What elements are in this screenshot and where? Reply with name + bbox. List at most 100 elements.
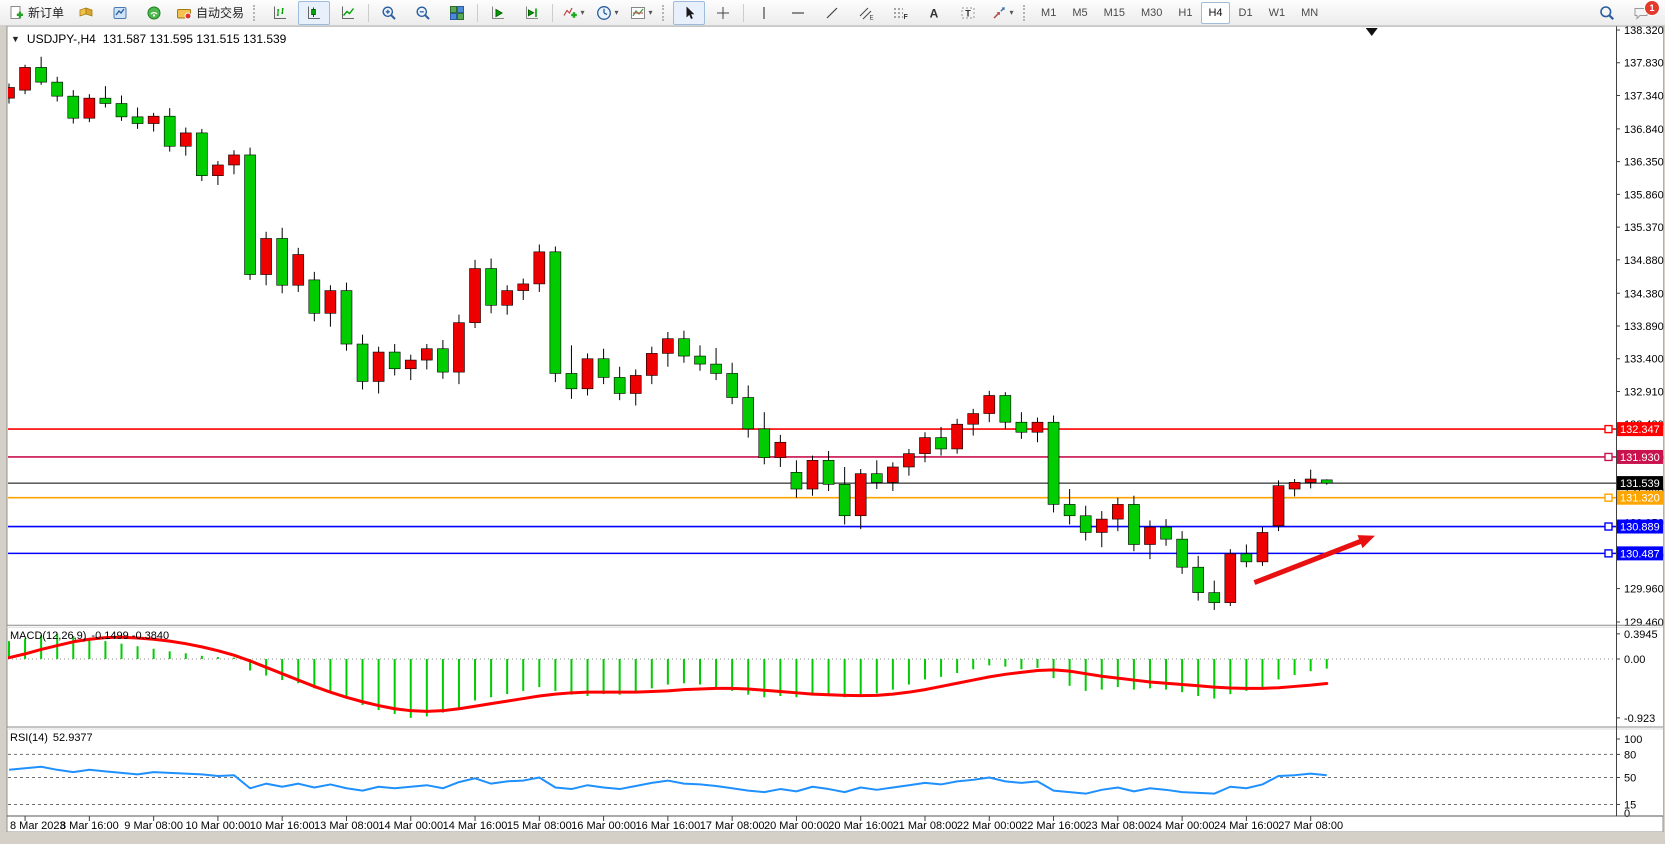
timeframe-h4-button[interactable]: H4 bbox=[1201, 1, 1230, 24]
chart-menu-caret-icon[interactable]: ▼ bbox=[11, 34, 20, 44]
chart-shift-icon bbox=[524, 5, 540, 21]
dropdown-caret-icon[interactable]: ▾ bbox=[648, 8, 653, 17]
templates-button[interactable]: ▾ bbox=[625, 1, 657, 25]
chat-button[interactable]: 1 bbox=[1625, 0, 1660, 25]
candle bbox=[935, 426, 947, 456]
toolbar-separator bbox=[552, 3, 554, 22]
timeframe-w1-button[interactable]: W1 bbox=[1268, 6, 1286, 19]
auto-scroll-button[interactable] bbox=[482, 1, 514, 25]
candlestick-chart-button[interactable] bbox=[298, 0, 331, 25]
macd-indicator-label: MACD(12,26,9) -0.1499 -0.3840 bbox=[10, 630, 169, 642]
timeframe-h1-button[interactable]: H1 bbox=[1178, 6, 1193, 19]
main-chart-plot[interactable] bbox=[8, 28, 1616, 624]
timeframe-m5-button[interactable]: M5 bbox=[1072, 6, 1088, 19]
market-watch-button[interactable] bbox=[70, 1, 102, 25]
time-axis-label: 21 Mar 08:00 bbox=[893, 820, 958, 832]
equidistant-channel-button[interactable]: E bbox=[850, 1, 882, 25]
periods-button[interactable]: ▾ bbox=[591, 1, 623, 25]
chart-window: 138.320 137.830 137.340 136.840 136.350 135.8… bbox=[0, 26, 1665, 832]
new-order-button-label: 新订单 bbox=[28, 6, 65, 20]
price-tick-label: 134.380 bbox=[1624, 288, 1664, 300]
new-order-button[interactable]: 新订单 bbox=[4, 1, 68, 25]
auto-trading-button[interactable]: 自动交易 bbox=[172, 1, 248, 25]
candle bbox=[806, 455, 819, 496]
fibonacci-button[interactable]: F bbox=[884, 1, 916, 25]
horizontal-line-button[interactable] bbox=[782, 1, 814, 25]
time-axis[interactable] bbox=[8, 817, 1616, 831]
time-axis-label: 17 Mar 08:00 bbox=[700, 820, 765, 832]
price-tick-label: 133.890 bbox=[1624, 321, 1664, 333]
autotrade-icon bbox=[176, 5, 192, 21]
label-icon: T bbox=[960, 5, 976, 21]
navigator-button[interactable] bbox=[104, 1, 136, 25]
line-handle[interactable] bbox=[1604, 424, 1613, 434]
price-tick-label: 133.400 bbox=[1624, 354, 1664, 366]
indicators-list-button[interactable]: ▾ bbox=[557, 1, 589, 25]
line-chart-button[interactable] bbox=[332, 1, 364, 25]
time-axis-label: 22 Mar 00:00 bbox=[957, 820, 1022, 832]
candles-layer bbox=[8, 56, 1333, 610]
trend-arrow-annotation[interactable] bbox=[1253, 535, 1375, 585]
candle bbox=[726, 362, 738, 405]
search-button[interactable] bbox=[1591, 1, 1623, 25]
line-handle[interactable] bbox=[1604, 493, 1613, 502]
line-handle[interactable] bbox=[1604, 522, 1613, 531]
timeframe-mn-button[interactable]: MN bbox=[1301, 6, 1319, 19]
candle bbox=[244, 147, 256, 280]
line-handle[interactable] bbox=[1604, 549, 1613, 558]
candle bbox=[179, 127, 192, 156]
candle bbox=[1240, 544, 1253, 568]
time-axis-label: 10 Mar 16:00 bbox=[250, 820, 315, 832]
price-axis[interactable] bbox=[1617, 27, 1663, 816]
candle bbox=[887, 462, 899, 492]
line-handle[interactable] bbox=[1604, 452, 1613, 462]
time-axis-label: 9 Mar 08:00 bbox=[124, 820, 183, 832]
candle bbox=[1320, 479, 1333, 485]
candle bbox=[1288, 479, 1301, 497]
signals-button[interactable] bbox=[138, 1, 170, 25]
bar-chart-button[interactable] bbox=[264, 1, 296, 25]
chart-shift-marker[interactable] bbox=[1365, 28, 1378, 36]
text-icon: A bbox=[926, 5, 942, 21]
candle bbox=[1047, 415, 1060, 513]
new-order-icon bbox=[8, 5, 24, 21]
candle bbox=[999, 392, 1012, 429]
zoom-in-button[interactable] bbox=[373, 1, 405, 25]
dropdown-caret-icon[interactable]: ▾ bbox=[580, 8, 585, 17]
rsi-plot[interactable] bbox=[8, 730, 1616, 816]
price-tick-label: 137.340 bbox=[1624, 90, 1664, 102]
candle bbox=[710, 348, 722, 381]
vline-icon bbox=[756, 5, 772, 21]
autoscroll-icon bbox=[490, 5, 506, 21]
toolbar-separator bbox=[1023, 4, 1029, 21]
timeframe-m30-button[interactable]: M30 bbox=[1141, 6, 1163, 19]
arrows-button[interactable]: ▾ bbox=[986, 1, 1018, 25]
tile-windows-button[interactable] bbox=[441, 1, 473, 25]
text-label-button[interactable]: T bbox=[952, 1, 984, 25]
macd-signal-line bbox=[8, 635, 1329, 713]
periods-icon bbox=[596, 5, 612, 21]
candle bbox=[228, 150, 240, 175]
timeframe-m1-button[interactable]: M1 bbox=[1041, 6, 1057, 19]
timeframe-d1-button[interactable]: D1 bbox=[1238, 6, 1253, 19]
cursor-button[interactable] bbox=[673, 0, 706, 25]
candle bbox=[1015, 412, 1028, 439]
dropdown-caret-icon[interactable]: ▾ bbox=[614, 8, 619, 17]
chart-shift-button[interactable] bbox=[516, 1, 548, 25]
trendline-button[interactable] bbox=[816, 1, 848, 25]
time-axis-label: 8 Mar 2023 bbox=[10, 820, 66, 832]
zoom-out-button[interactable] bbox=[407, 1, 439, 25]
market-watch-icon bbox=[78, 5, 94, 21]
crosshair-button[interactable] bbox=[707, 1, 739, 25]
timeframe-m15-button[interactable]: M15 bbox=[1103, 6, 1125, 19]
text-button[interactable]: A bbox=[918, 1, 950, 25]
candle bbox=[131, 107, 144, 129]
candle bbox=[308, 271, 321, 322]
vertical-line-button[interactable] bbox=[748, 1, 780, 25]
dropdown-caret-icon[interactable]: ▾ bbox=[1009, 8, 1014, 17]
cursor-icon bbox=[681, 5, 697, 21]
candle bbox=[35, 56, 47, 85]
candle bbox=[8, 83, 15, 104]
candle bbox=[1192, 555, 1204, 601]
